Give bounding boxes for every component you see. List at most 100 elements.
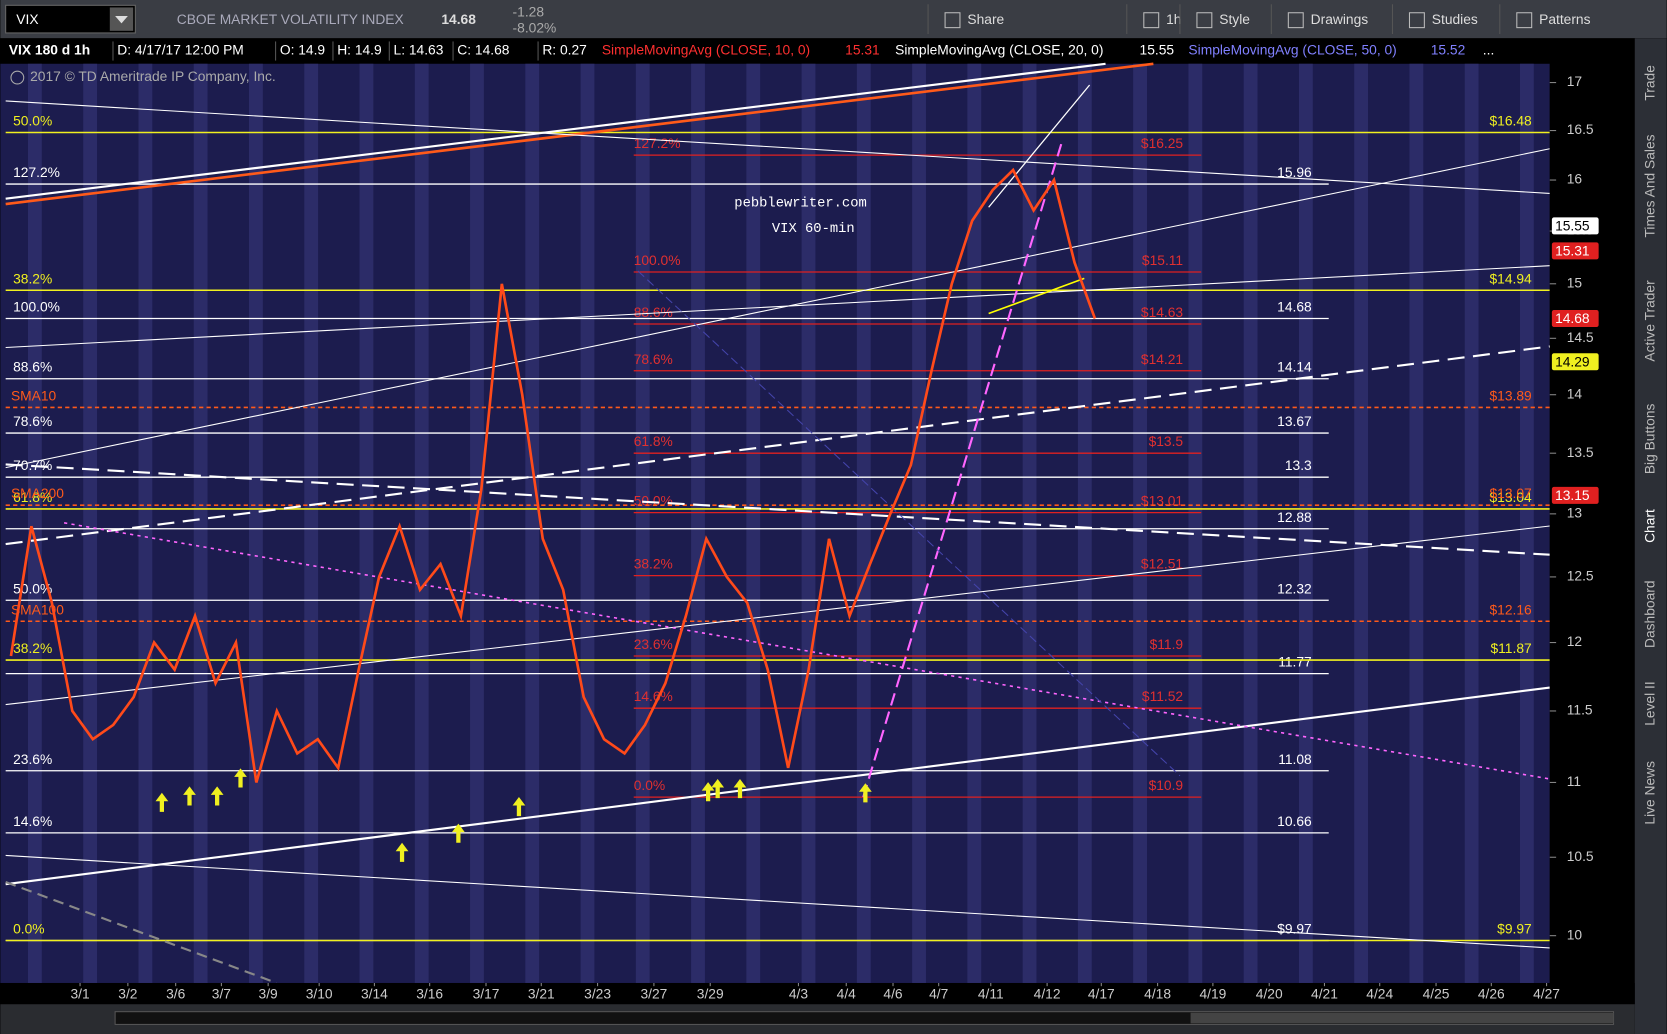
fib-pct: 100.0% <box>13 298 60 314</box>
y-tick-label: 11 <box>1567 773 1581 789</box>
side-tab[interactable]: Level II <box>1641 681 1657 725</box>
toolbar-icon <box>1143 12 1160 29</box>
side-tab[interactable]: Big Buttons <box>1641 404 1657 475</box>
fib-price: $16.25 <box>1141 135 1184 151</box>
x-tick-label: 4/21 <box>1311 985 1338 1001</box>
fib-price: 11.77 <box>1278 654 1312 670</box>
sma-name: SMA200 <box>11 485 64 501</box>
x-tick-label: 4/3 <box>789 985 809 1001</box>
session-stripe <box>635 63 650 983</box>
y-tick-label: 10.5 <box>1567 848 1594 864</box>
symbol: VIX <box>16 11 38 27</box>
side-tab[interactable]: Live News <box>1641 761 1657 825</box>
scroll-thumb[interactable] <box>1190 1012 1614 1024</box>
study-name: SimpleMovingAvg (CLOSE, 20, 0) <box>895 42 1103 58</box>
side-tab[interactable]: Active Trader <box>1641 280 1657 362</box>
sma-name: SMA10 <box>11 387 57 403</box>
info-item: O: 14.9 <box>280 42 326 58</box>
session-stripe <box>1298 63 1313 983</box>
fib-pct: 88.6% <box>13 359 52 375</box>
side-tab[interactable]: Dashboard <box>1641 580 1657 648</box>
x-tick-label: 4/4 <box>837 985 857 1001</box>
y-tick-label: 15 <box>1567 274 1583 290</box>
fib-price: $9.97 <box>1497 921 1532 937</box>
toolbar-button[interactable]: Style <box>1219 11 1250 27</box>
session-stripe <box>525 63 540 983</box>
session-stripe <box>856 63 871 983</box>
x-tick-label: 4/26 <box>1478 985 1505 1001</box>
fib-price: 10.66 <box>1277 813 1312 829</box>
fib-pct: 78.6% <box>634 351 673 367</box>
watermark: pebblewriter.com <box>734 196 866 212</box>
marker-arrow <box>512 797 526 817</box>
session-stripe <box>193 63 208 983</box>
y-tick-label: 17 <box>1567 73 1582 89</box>
fib-pct: 38.2% <box>13 270 52 286</box>
y-tick-label: 13.5 <box>1567 444 1594 460</box>
fib-pct: 127.2% <box>634 135 681 151</box>
session-stripe <box>1354 63 1369 983</box>
price-badge-label: 15.55 <box>1555 218 1590 234</box>
side-tab[interactable]: Times And Sales <box>1641 134 1657 237</box>
fib-pct: 14.6% <box>634 688 673 704</box>
x-tick-label: 4/18 <box>1144 985 1171 1001</box>
toolbar-button[interactable]: 1h <box>1166 11 1181 27</box>
session-stripe <box>967 63 982 983</box>
info-bar <box>0 38 1667 64</box>
toolbar-button[interactable]: Share <box>967 11 1004 27</box>
marker-arrow <box>234 768 247 788</box>
study-value: 15.55 <box>1140 42 1175 58</box>
description: CBOE MARKET VOLATILITY INDEX <box>177 11 404 27</box>
x-tick-label: 3/21 <box>528 985 555 1001</box>
price-badge <box>1551 353 1599 371</box>
fib-pct: 0.0% <box>13 921 44 937</box>
toolbar-button[interactable]: Studies <box>1432 11 1478 27</box>
session-stripe <box>691 63 705 983</box>
info-more: ... <box>1483 42 1494 58</box>
x-tick-label: 4/27 <box>1533 985 1560 1001</box>
price-axis <box>1549 63 1635 983</box>
session-stripe <box>1133 63 1147 983</box>
study-name: SimpleMovingAvg (CLOSE, 50, 0) <box>1188 42 1396 58</box>
fib-price: 14.14 <box>1277 359 1312 375</box>
fib-price: $15.11 <box>1142 252 1183 268</box>
x-tick-label: 4/7 <box>929 985 948 1001</box>
side-tab[interactable]: Trade <box>1641 65 1657 101</box>
y-tick-label: 12 <box>1567 633 1582 649</box>
fib-price: $16.48 <box>1489 113 1532 129</box>
x-tick-label: 3/14 <box>361 985 388 1001</box>
fib-pct: 0.0% <box>634 777 665 793</box>
x-tick-label: 3/23 <box>584 985 611 1001</box>
info-item: H: 14.9 <box>337 42 382 58</box>
info-item: D: 4/17/17 12:00 PM <box>117 42 244 58</box>
toolbar-button[interactable]: Drawings <box>1311 11 1369 27</box>
study-name: SimpleMovingAvg (CLOSE, 10, 0) <box>602 42 810 58</box>
x-tick-label: 3/16 <box>416 985 443 1001</box>
side-tab[interactable]: Chart <box>1641 509 1657 543</box>
x-tick-label: 3/7 <box>212 985 231 1001</box>
info-item: L: 14.63 <box>394 42 444 58</box>
x-tick-label: 4/25 <box>1423 985 1450 1001</box>
y-tick-label: 13 <box>1567 505 1583 521</box>
toolbar-button[interactable]: Patterns <box>1539 11 1590 27</box>
y-tick-label: 14.5 <box>1567 329 1594 345</box>
fib-price: 14.68 <box>1277 298 1312 314</box>
fib-pct: 61.8% <box>13 489 52 505</box>
price-badge <box>1551 217 1599 235</box>
x-tick-label: 4/24 <box>1366 985 1393 1001</box>
y-tick-label: 10 <box>1567 926 1583 942</box>
session-stripe <box>414 63 429 983</box>
marker-arrow <box>451 823 465 843</box>
marker-arrow <box>733 778 747 799</box>
x-tick-label: 4/20 <box>1256 985 1283 1001</box>
session-stripe <box>359 63 374 983</box>
fib-pct: 23.6% <box>634 636 673 652</box>
session-stripe <box>1409 63 1424 983</box>
dropdown-arrow <box>115 15 128 24</box>
toolbar-icon <box>1287 12 1304 29</box>
price-badge-label: 13.15 <box>1555 487 1590 503</box>
x-tick-label: 3/29 <box>697 985 724 1001</box>
marker-arrow <box>155 792 169 812</box>
x-tick-label: 4/6 <box>883 985 903 1001</box>
last-price: 14.68 <box>441 11 476 27</box>
